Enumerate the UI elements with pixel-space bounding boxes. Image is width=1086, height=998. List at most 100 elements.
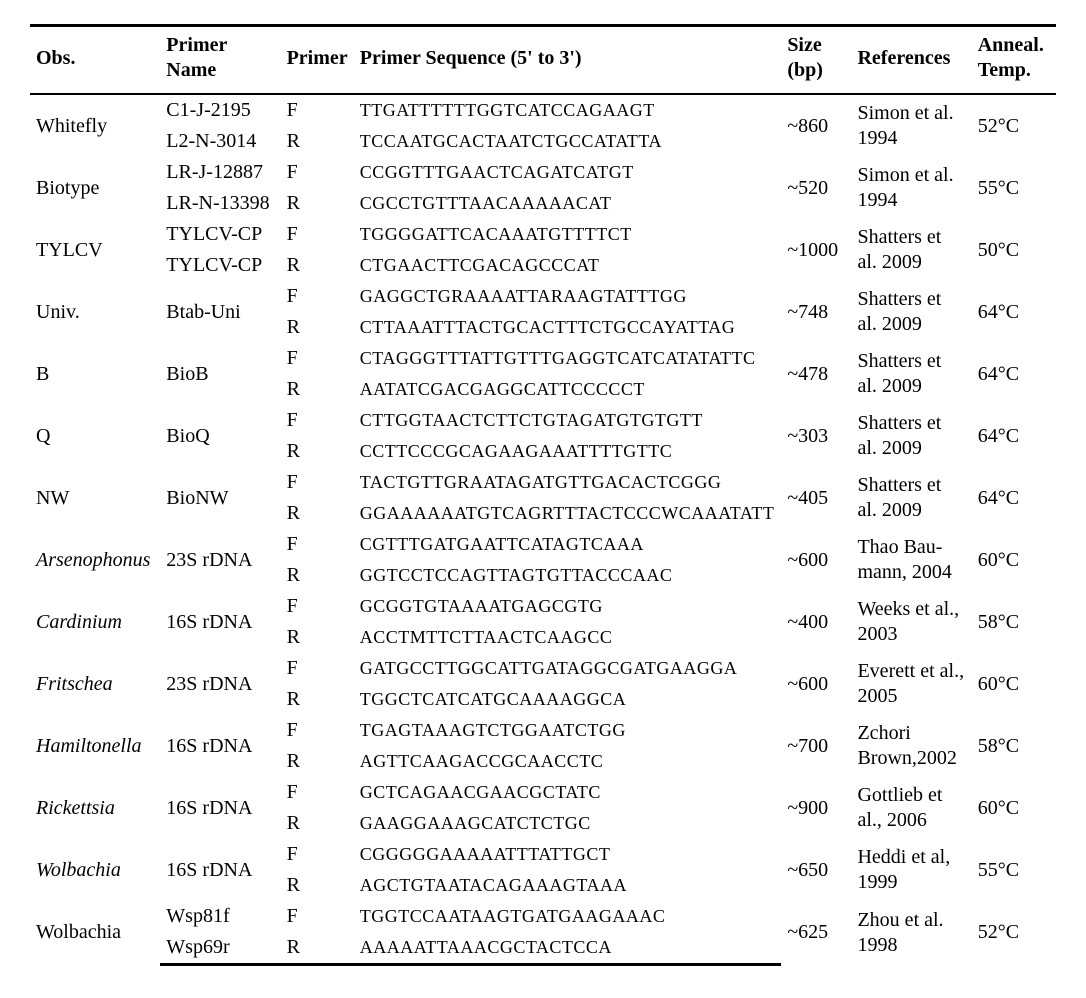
cell-size: ~1000: [781, 219, 851, 281]
cell-obs: Wolbachia: [30, 901, 160, 965]
cell-temp: 64°C: [972, 281, 1056, 343]
table-row: TYLCVTYLCV-CPFTGGGGATTCACAAATGTTTTCT~100…: [30, 219, 1056, 250]
cell-obs: Cardinium: [30, 591, 160, 653]
cell-temp: 55°C: [972, 157, 1056, 219]
table-row: Rickettsia16S rDNAFGCTCAGAACGAACGCTATC~9…: [30, 777, 1056, 808]
cell-primer-name: 16S rDNA: [160, 591, 280, 653]
cell-obs: Hamiltonella: [30, 715, 160, 777]
table-row: WhiteflyC1-J-2195FTTGATTTTTTGGTCATCCAGAA…: [30, 94, 1056, 126]
cell-primer-name: TYLCV-CP: [160, 250, 280, 281]
cell-size: ~650: [781, 839, 851, 901]
cell-sequence: AAAAATTAAACGCTACTCCA: [354, 932, 782, 965]
cell-size: ~405: [781, 467, 851, 529]
cell-primer-dir: F: [281, 281, 354, 312]
cell-temp: 50°C: [972, 219, 1056, 281]
cell-sequence: ACCTMTTCTTAACTCAAGCC: [354, 622, 782, 653]
cell-primer-dir: R: [281, 622, 354, 653]
cell-obs: Rickettsia: [30, 777, 160, 839]
cell-primer-name: Wsp81f: [160, 901, 280, 932]
cell-obs: Whitefly: [30, 94, 160, 157]
cell-obs: B: [30, 343, 160, 405]
cell-sequence: TCCAATGCACTAATCTGCCATATTA: [354, 126, 782, 157]
cell-sequence: AATATCGACGAGGCATTCCCCCT: [354, 374, 782, 405]
cell-temp: 58°C: [972, 715, 1056, 777]
cell-primer-dir: R: [281, 870, 354, 901]
cell-primer-name: TYLCV-CP: [160, 219, 280, 250]
cell-primer-name: LR-N-13398: [160, 188, 280, 219]
cell-primer-name: 16S rDNA: [160, 777, 280, 839]
cell-obs: NW: [30, 467, 160, 529]
cell-primer-name: BioB: [160, 343, 280, 405]
cell-refs: Simon et al. 1994: [851, 157, 971, 219]
cell-primer-dir: F: [281, 777, 354, 808]
cell-primer-name: L2-N-3014: [160, 126, 280, 157]
cell-primer-dir: R: [281, 560, 354, 591]
cell-primer-dir: F: [281, 343, 354, 374]
cell-primer-dir: R: [281, 498, 354, 529]
cell-primer-dir: F: [281, 94, 354, 126]
col-header-obs: Obs.: [30, 26, 160, 95]
cell-primer-dir: F: [281, 529, 354, 560]
cell-primer-dir: F: [281, 405, 354, 436]
cell-obs: Fritschea: [30, 653, 160, 715]
cell-sequence: CTGAACTTCGACAGCCCAT: [354, 250, 782, 281]
cell-sequence: GGTCCTCCAGTTAGTGTTACCCAAC: [354, 560, 782, 591]
cell-primer-dir: R: [281, 932, 354, 965]
cell-obs: Arsenophonus: [30, 529, 160, 591]
cell-sequence: GAGGCTGRAAAATTARAAGTATTTGG: [354, 281, 782, 312]
table-row: BBioBFCTAGGGTTTATTGTTTGAGGTCATCATATATTC~…: [30, 343, 1056, 374]
cell-primer-dir: F: [281, 219, 354, 250]
cell-temp: 52°C: [972, 901, 1056, 965]
col-header-temp: Anneal. Temp.: [972, 26, 1056, 95]
cell-primer-dir: F: [281, 901, 354, 932]
cell-refs: Weeks et al., 2003: [851, 591, 971, 653]
cell-temp: 55°C: [972, 839, 1056, 901]
cell-sequence: CTTGGTAACTCTTCTGTAGATGTGTGTT: [354, 405, 782, 436]
cell-refs: Everett et al., 2005: [851, 653, 971, 715]
cell-sequence: TGGTCCAATAAGTGATGAAGAAAC: [354, 901, 782, 932]
table-row: Arsenophonus23S rDNAFCGTTTGATGAATTCATAGT…: [30, 529, 1056, 560]
cell-sequence: CGTTTGATGAATTCATAGTCAAA: [354, 529, 782, 560]
cell-refs: Gottlieb et al., 2006: [851, 777, 971, 839]
col-header-seq: Primer Sequence (5' to 3'): [354, 26, 782, 95]
cell-size: ~600: [781, 529, 851, 591]
cell-sequence: CTAGGGTTTATTGTTTGAGGTCATCATATATTC: [354, 343, 782, 374]
cell-primer-dir: R: [281, 250, 354, 281]
cell-refs: Shatters et al. 2009: [851, 219, 971, 281]
table-row: Univ.Btab-UniFGAGGCTGRAAAATTARAAGTATTTGG…: [30, 281, 1056, 312]
cell-size: ~700: [781, 715, 851, 777]
cell-sequence: TACTGTTGRAATAGATGTTGACACTCGGG: [354, 467, 782, 498]
cell-primer-dir: F: [281, 157, 354, 188]
cell-refs: Zhou et al. 1998: [851, 901, 971, 965]
table-row: NWBioNWFTACTGTTGRAATAGATGTTGACACTCGGG~40…: [30, 467, 1056, 498]
cell-refs: Shatters et al. 2009: [851, 467, 971, 529]
cell-size: ~860: [781, 94, 851, 157]
cell-sequence: AGTTCAAGACCGCAACCTC: [354, 746, 782, 777]
cell-sequence: CTTAAATTTACTGCACTTTCTGCCAYATTAG: [354, 312, 782, 343]
cell-obs: TYLCV: [30, 219, 160, 281]
cell-sequence: CGCCTGTTTAACAAAAACAT: [354, 188, 782, 219]
cell-size: ~303: [781, 405, 851, 467]
cell-temp: 64°C: [972, 405, 1056, 467]
cell-sequence: GATGCCTTGGCATTGATAGGCGATGAAGGA: [354, 653, 782, 684]
cell-primer-dir: R: [281, 312, 354, 343]
cell-primer-dir: F: [281, 715, 354, 746]
col-header-size: Size (bp): [781, 26, 851, 95]
cell-primer-dir: F: [281, 653, 354, 684]
cell-primer-dir: R: [281, 808, 354, 839]
cell-primer-name: 23S rDNA: [160, 653, 280, 715]
cell-sequence: TGGGGATTCACAAATGTTTTCT: [354, 219, 782, 250]
cell-sequence: GCGGTGTAAAATGAGCGTG: [354, 591, 782, 622]
cell-primer-dir: R: [281, 126, 354, 157]
cell-sequence: GCTCAGAACGAACGCTATC: [354, 777, 782, 808]
cell-sequence: TGAGTAAAGTCTGGAATCTGG: [354, 715, 782, 746]
table-body: WhiteflyC1-J-2195FTTGATTTTTTGGTCATCCAGAA…: [30, 94, 1056, 965]
cell-obs: Univ.: [30, 281, 160, 343]
cell-primer-dir: R: [281, 436, 354, 467]
table-row: BiotypeLR-J-12887FCCGGTTTGAACTCAGATCATGT…: [30, 157, 1056, 188]
col-header-refs: References: [851, 26, 971, 95]
cell-primer-name: 23S rDNA: [160, 529, 280, 591]
col-header-primer: Primer: [281, 26, 354, 95]
cell-primer-dir: F: [281, 591, 354, 622]
table-row: Fritschea23S rDNAFGATGCCTTGGCATTGATAGGCG…: [30, 653, 1056, 684]
